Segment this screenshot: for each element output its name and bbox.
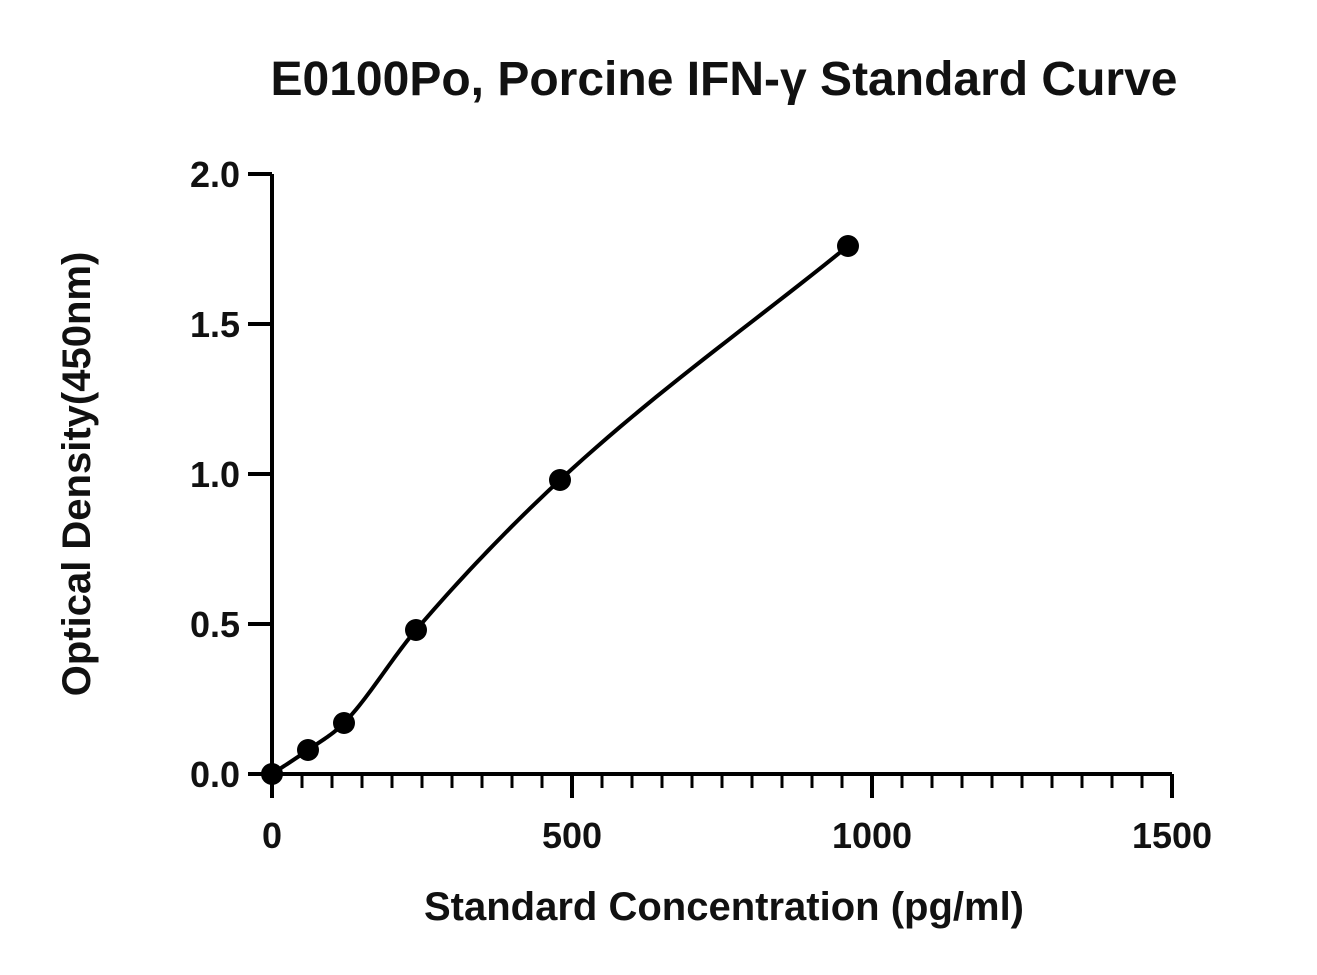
- y-tick-label: 1.0: [190, 454, 240, 495]
- y-tick-label: 1.5: [190, 304, 240, 345]
- y-tick-label: 2.0: [190, 154, 240, 195]
- plot-area: [261, 235, 859, 785]
- chart-title: E0100Po, Porcine IFN-γ Standard Curve: [271, 53, 1178, 106]
- y-tick-label: 0.0: [190, 754, 240, 795]
- fit-curve: [270, 244, 850, 776]
- data-point: [261, 763, 283, 785]
- data-point: [405, 619, 427, 641]
- x-tick-label: 1500: [1132, 815, 1212, 856]
- data-point: [297, 739, 319, 761]
- axes: 0 500 1000 1500 0.0 0.5 1.0 1.5 2.0: [190, 154, 1212, 856]
- y-tick-label: 0.5: [190, 604, 240, 645]
- data-point: [333, 712, 355, 734]
- data-point: [549, 469, 571, 491]
- data-point: [837, 235, 859, 257]
- x-axis-label: Standard Concentration (pg/ml): [424, 885, 1024, 929]
- x-tick-label: 500: [542, 815, 602, 856]
- x-tick-label: 1000: [832, 815, 912, 856]
- y-axis-label: Optical Density(450nm): [55, 252, 99, 697]
- x-tick-label: 0: [262, 815, 282, 856]
